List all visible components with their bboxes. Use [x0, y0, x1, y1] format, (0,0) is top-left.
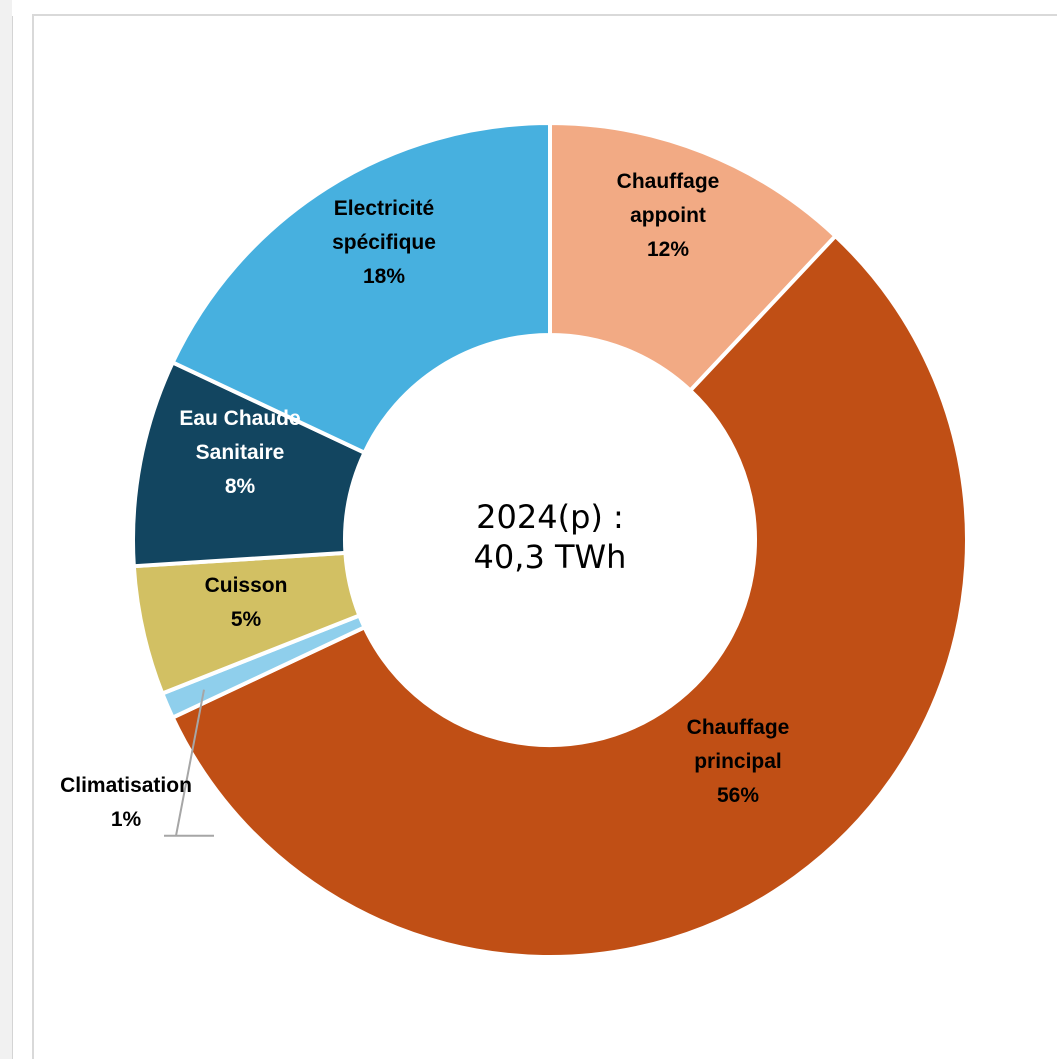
- leader-lines: [164, 689, 214, 837]
- window-frame-top: [12, 0, 1057, 16]
- slice-label-eau-chaude-sanitaire-line-2: Sanitaire: [196, 441, 285, 464]
- slice-label-chauffage-appoint-line-2: appoint: [630, 204, 706, 227]
- center-label-line-1: 2024(p) :: [476, 498, 624, 536]
- slice-chauffage-principal: [170, 233, 969, 959]
- slice-label-cuisson-line-1: Cuisson: [205, 574, 288, 597]
- donut-slices: [131, 120, 969, 959]
- center-label-line-2: 40,3 TWh: [474, 538, 627, 576]
- slice-label-chauffage-principal-value: 56%: [717, 784, 759, 807]
- slice-label-electricit-sp-cifique-line-1: Electricité: [334, 197, 434, 220]
- slice-label-chauffage-appoint-value: 12%: [647, 238, 689, 261]
- slice-label-cuisson-value: 5%: [231, 608, 262, 631]
- slice-label-climatisation-line-1: Climatisation: [60, 774, 192, 797]
- slice-label-electricit-sp-cifique-value: 18%: [363, 265, 405, 288]
- slice-label-climatisation-value: 1%: [111, 808, 142, 831]
- slice-electricit-sp-cifique: [170, 120, 552, 456]
- slice-chauffage-appoint: [548, 120, 839, 394]
- slice-label-electricit-sp-cifique-line-2: spécifique: [332, 231, 436, 254]
- window-frame-left: [0, 0, 13, 1059]
- slice-labels: Chauffage appoint 12% Chauffage principal 56%…: [60, 170, 789, 831]
- slice-label-chauffage-appoint-line-1: Chauffage: [617, 170, 720, 193]
- slice-label-eau-chaude-sanitaire-value: 8%: [225, 475, 256, 498]
- slice-label-chauffage-principal-line-2: principal: [694, 750, 782, 773]
- slice-label-eau-chaude-sanitaire-line-1: Eau Chaude: [179, 407, 300, 430]
- leader-line-climatisation: [164, 689, 214, 837]
- slice-label-chauffage-principal-line-1: Chauffage: [687, 716, 790, 739]
- chart-area-border-top: [32, 14, 1057, 16]
- chart-area-border-left: [32, 16, 34, 1059]
